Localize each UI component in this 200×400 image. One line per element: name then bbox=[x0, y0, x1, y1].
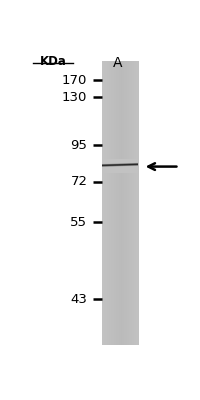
Text: 55: 55 bbox=[70, 216, 87, 228]
Text: 43: 43 bbox=[70, 292, 87, 306]
Text: 72: 72 bbox=[70, 176, 87, 188]
Text: 170: 170 bbox=[62, 74, 87, 87]
Text: KDa: KDa bbox=[40, 55, 66, 68]
Text: A: A bbox=[112, 56, 122, 70]
Text: 95: 95 bbox=[70, 138, 87, 152]
Text: 130: 130 bbox=[62, 91, 87, 104]
